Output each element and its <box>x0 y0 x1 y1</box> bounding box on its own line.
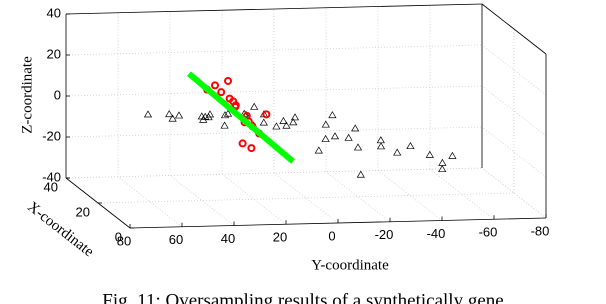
point <box>376 142 386 150</box>
grid-line <box>65 44 483 56</box>
caption: Fig. 11: Oversampling results of a synth… <box>102 290 503 304</box>
y-tick-label: -40 <box>427 226 446 241</box>
point <box>290 113 300 121</box>
point <box>224 76 232 85</box>
point <box>393 148 402 156</box>
point <box>211 81 219 90</box>
point <box>330 132 340 140</box>
y-axis-label: Y-coordinate <box>311 257 389 273</box>
point <box>376 136 385 144</box>
grid-line <box>273 172 339 224</box>
point <box>321 120 330 128</box>
grid-line <box>429 168 495 220</box>
x-tick-label: 0 <box>115 229 122 244</box>
y-tick-label: 20 <box>273 230 287 245</box>
grid-line <box>65 126 483 138</box>
grid-line <box>325 171 391 223</box>
point <box>204 113 213 121</box>
grid-line <box>117 176 183 228</box>
point <box>220 111 230 119</box>
point <box>272 122 281 130</box>
point <box>356 170 365 178</box>
point <box>406 141 415 150</box>
point <box>314 146 323 154</box>
point <box>168 114 177 122</box>
point <box>231 101 240 110</box>
point <box>425 150 434 158</box>
point <box>247 144 256 153</box>
z-tick-label: 0 <box>54 87 61 102</box>
axis-edge <box>481 3 547 55</box>
z-tick-label: -40 <box>42 169 61 184</box>
grid-line <box>169 175 235 226</box>
point <box>289 118 298 126</box>
line-series <box>187 71 295 164</box>
grid-line <box>481 126 547 178</box>
point <box>353 143 363 151</box>
z-tick-label: 20 <box>47 46 61 61</box>
point <box>438 158 447 166</box>
z-tick-label: -20 <box>42 128 61 143</box>
y-tick-label: 0 <box>328 228 335 243</box>
y-tick-label: -60 <box>479 225 498 240</box>
y-tick-label: 60 <box>169 232 183 247</box>
grid-line <box>65 167 483 179</box>
point <box>217 88 226 97</box>
point <box>259 118 268 126</box>
y-tick-label: -80 <box>531 223 550 238</box>
axis-edge <box>65 3 483 15</box>
point <box>438 164 447 173</box>
grid-line <box>65 85 483 97</box>
point <box>250 102 259 110</box>
x-tick-label: 20 <box>76 204 90 219</box>
point <box>262 110 271 119</box>
point <box>321 134 330 142</box>
point <box>165 110 174 118</box>
point <box>328 111 337 119</box>
point <box>238 139 247 148</box>
z-axis-label: Z-coordinate <box>19 56 35 134</box>
point <box>351 124 360 132</box>
point <box>448 151 457 159</box>
y-tick-label: 40 <box>221 231 235 246</box>
point <box>279 116 288 124</box>
point <box>344 133 353 141</box>
z-tick-label: 40 <box>47 5 61 20</box>
y-tick-label: 80 <box>117 233 131 248</box>
point <box>282 121 291 129</box>
point <box>143 110 153 118</box>
x-tick-label: 40 <box>44 179 58 194</box>
grid-line <box>97 192 515 204</box>
point <box>174 111 184 119</box>
point <box>220 121 229 129</box>
y-tick-label: -20 <box>375 227 394 242</box>
